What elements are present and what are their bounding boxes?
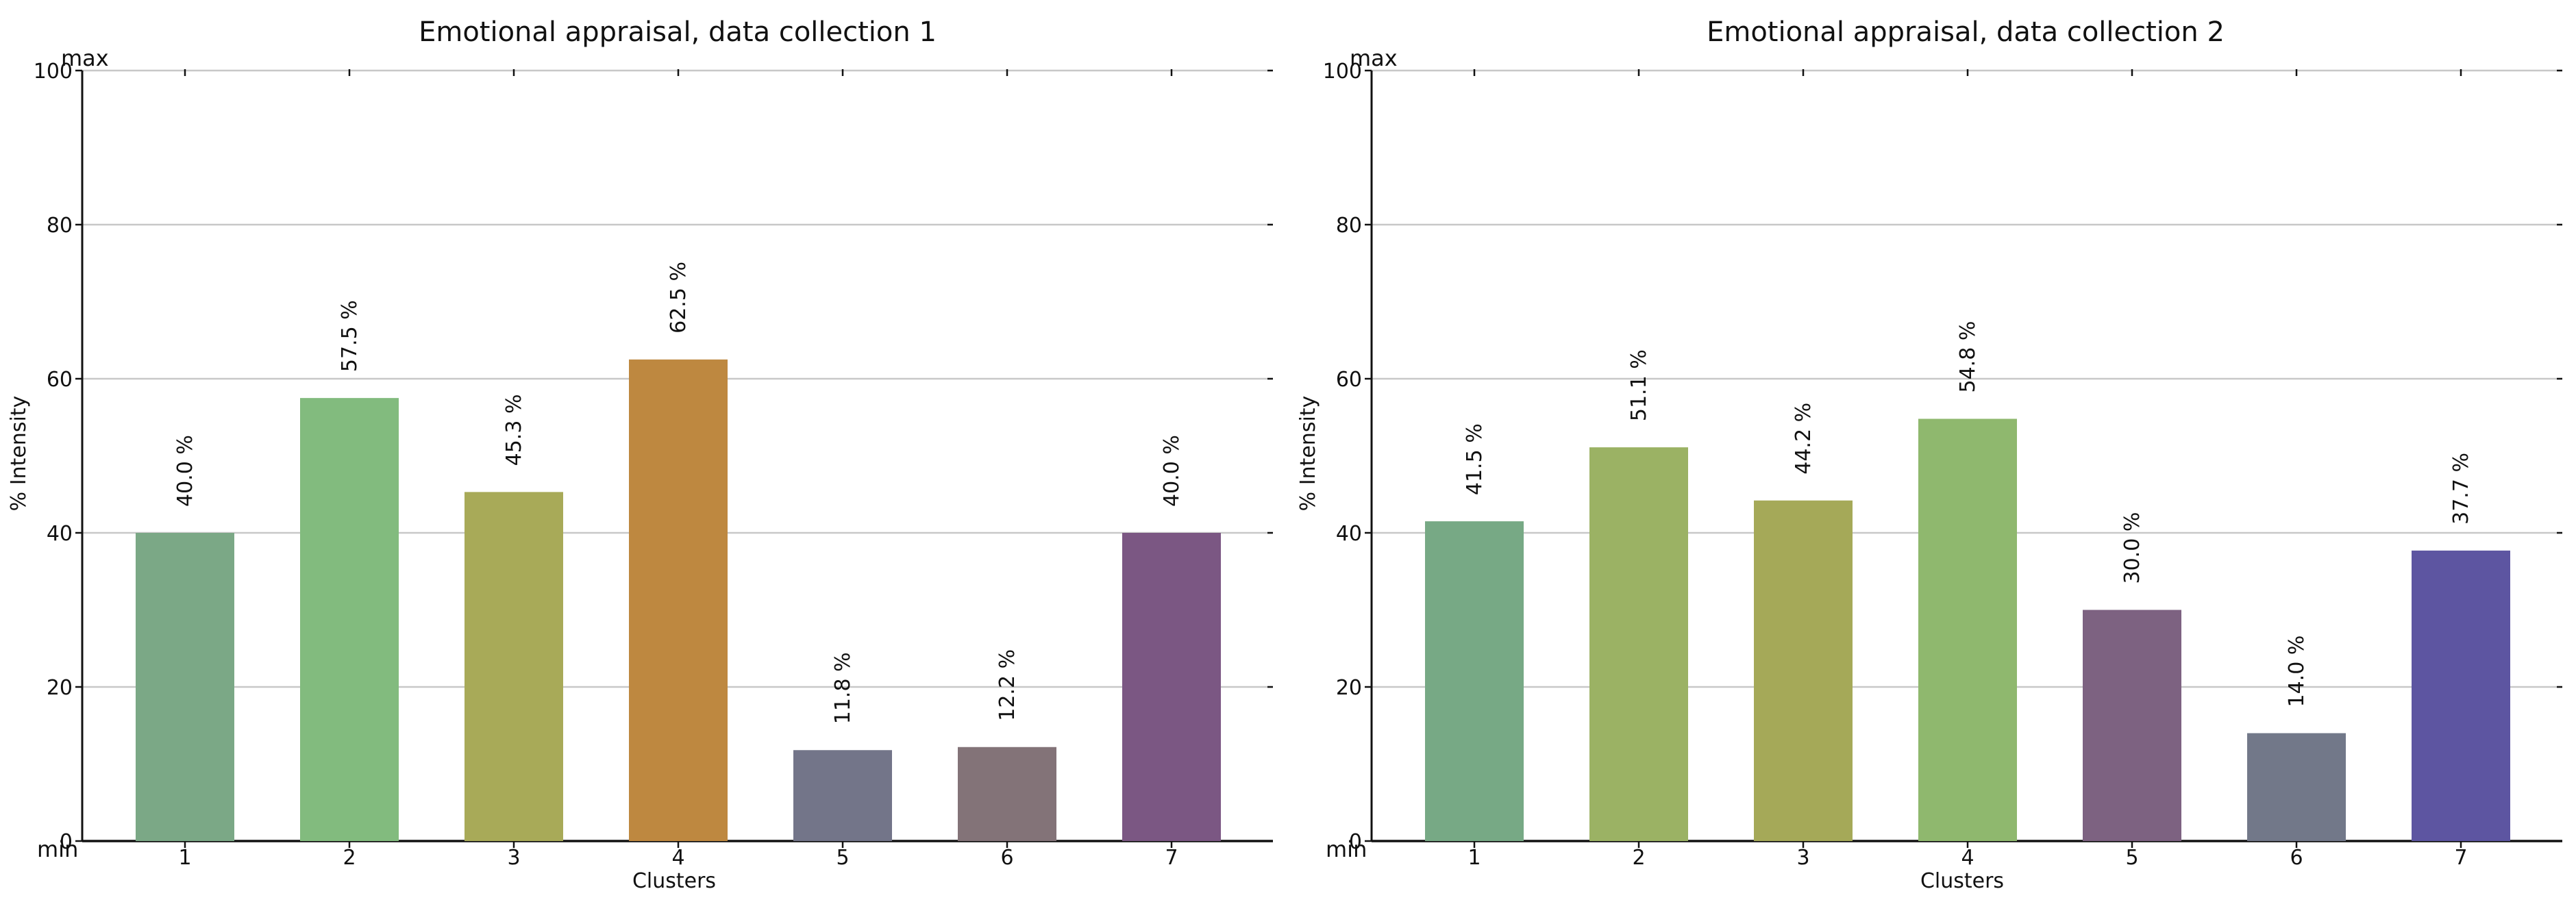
x-axis-label: Clusters bbox=[632, 869, 716, 893]
bar bbox=[1122, 533, 1221, 841]
x-tick-label: 2 bbox=[1632, 846, 1645, 870]
data-label: 45.3 % bbox=[502, 394, 526, 466]
data-label: 40.0 % bbox=[1160, 435, 1184, 507]
data-label: 30.0 % bbox=[2120, 512, 2144, 584]
chart-title: Emotional appraisal, data collection 2 bbox=[1707, 16, 2225, 48]
data-label: 51.1 % bbox=[1627, 349, 1651, 421]
y-tick-label: 100 bbox=[34, 60, 73, 84]
bar bbox=[958, 747, 1056, 841]
y-axis-label: % Intensity bbox=[1296, 396, 1320, 512]
y-max-label: max bbox=[1350, 45, 1398, 71]
x-tick-label: 2 bbox=[343, 846, 356, 870]
y-tick-label: 80 bbox=[1336, 214, 1362, 238]
x-tick-label: 6 bbox=[1000, 846, 1013, 870]
bar bbox=[629, 359, 728, 841]
chart-collection-1: Emotional appraisal, data collection 1 %… bbox=[7, 16, 1273, 893]
x-tick-label: 7 bbox=[2454, 846, 2467, 870]
x-axis-label: Clusters bbox=[1920, 869, 2004, 893]
y-tick-label: 60 bbox=[1336, 368, 1362, 392]
data-label: 44.2 % bbox=[1792, 403, 1816, 475]
chart-collection-2: Emotional appraisal, data collection 2 %… bbox=[1296, 16, 2562, 893]
y-axis-label: % Intensity bbox=[7, 396, 31, 512]
y-max-label: max bbox=[61, 45, 109, 71]
x-tick-label: 3 bbox=[1796, 846, 1809, 870]
y-min-label: min bbox=[37, 836, 78, 862]
data-label: 40.0 % bbox=[173, 435, 197, 507]
bar bbox=[1918, 418, 2017, 841]
y-tick-label: 0 bbox=[1349, 830, 1362, 854]
y-tick-label: 40 bbox=[1336, 522, 1362, 546]
data-label: 54.8 % bbox=[1956, 321, 1980, 393]
bar bbox=[1589, 447, 1688, 841]
y-tick-label: 20 bbox=[1336, 676, 1362, 700]
y-tick-label: 40 bbox=[47, 522, 73, 546]
y-tick-label: 20 bbox=[47, 676, 73, 700]
x-tick-label: 3 bbox=[507, 846, 520, 870]
data-label: 11.8 % bbox=[831, 652, 855, 724]
y-tick-label: 100 bbox=[1323, 60, 1362, 84]
bar bbox=[136, 533, 234, 841]
data-label: 12.2 % bbox=[995, 649, 1019, 721]
x-tick-label: 4 bbox=[671, 846, 684, 870]
bar bbox=[1754, 500, 1853, 841]
y-tick-label: 80 bbox=[47, 214, 73, 238]
y-tick-label: 60 bbox=[47, 368, 73, 392]
data-label: 37.7 % bbox=[2449, 453, 2473, 525]
x-tick-label: 6 bbox=[2290, 846, 2303, 870]
data-label: 57.5 % bbox=[338, 300, 362, 372]
x-tick-label: 5 bbox=[836, 846, 849, 870]
bar bbox=[2247, 733, 2346, 841]
bar bbox=[793, 750, 892, 841]
y-min-label: min bbox=[1326, 836, 1367, 862]
y-tick-label: 0 bbox=[60, 830, 73, 854]
chart-title: Emotional appraisal, data collection 1 bbox=[419, 16, 937, 48]
x-tick-label: 5 bbox=[2125, 846, 2138, 870]
x-tick-label: 4 bbox=[1961, 846, 1974, 870]
data-label: 41.5 % bbox=[1463, 423, 1487, 495]
data-label: 62.5 % bbox=[667, 262, 691, 334]
bar bbox=[1425, 521, 1524, 841]
x-tick-label: 7 bbox=[1165, 846, 1178, 870]
bar bbox=[300, 398, 399, 841]
bar bbox=[2412, 550, 2510, 841]
bar bbox=[2083, 610, 2181, 841]
data-label: 14.0 % bbox=[2285, 636, 2309, 707]
x-tick-label: 1 bbox=[178, 846, 191, 870]
x-tick-label: 1 bbox=[1467, 846, 1481, 870]
bar bbox=[465, 492, 563, 841]
